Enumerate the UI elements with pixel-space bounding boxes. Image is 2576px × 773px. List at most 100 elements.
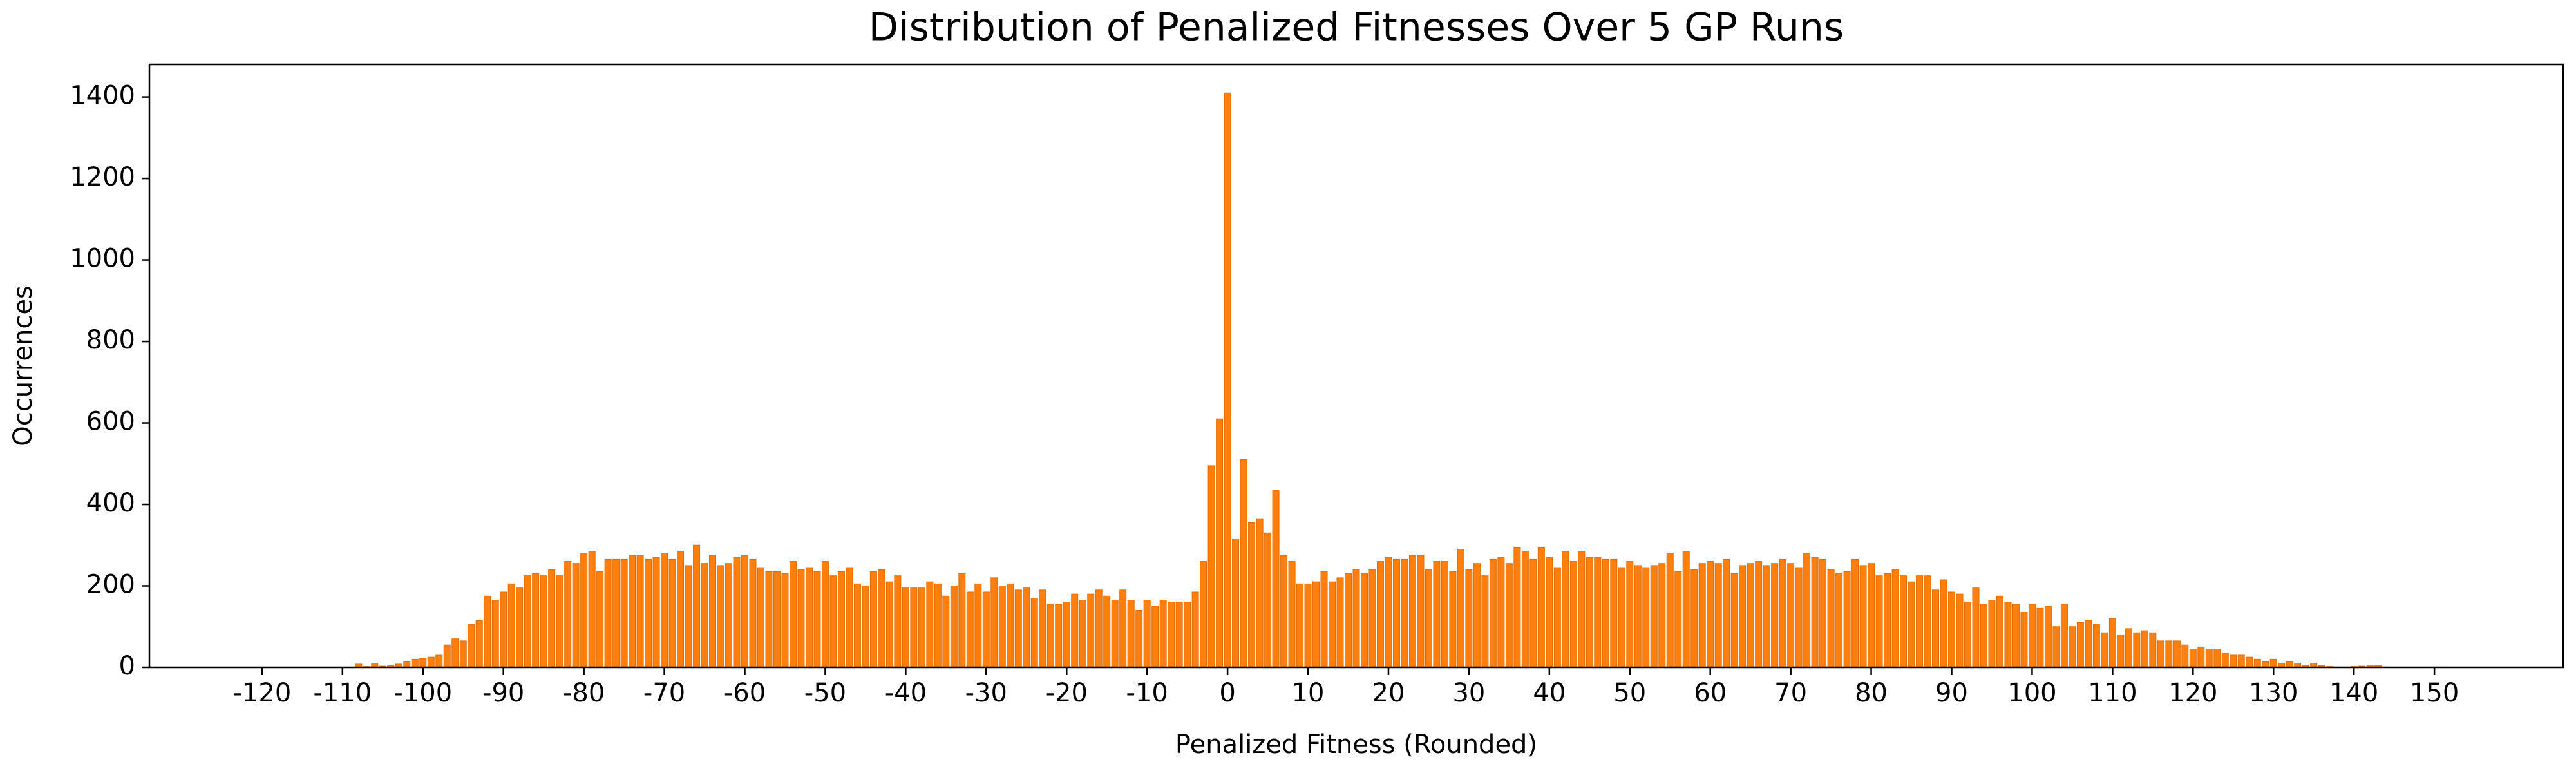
bar	[516, 587, 524, 668]
bar	[862, 586, 869, 668]
x-tick-label: -110	[313, 678, 372, 708]
bar	[2221, 653, 2229, 668]
bar	[1610, 558, 1618, 668]
bar	[2165, 640, 2173, 668]
bar	[1312, 581, 1320, 668]
x-tick-label: 40	[1533, 678, 1566, 708]
bar	[451, 638, 459, 668]
bar	[1634, 565, 1642, 668]
bar	[1787, 563, 1795, 668]
bar	[1884, 573, 1891, 668]
bar	[1248, 522, 1256, 668]
bar	[1023, 587, 1030, 668]
bar	[1224, 92, 1231, 668]
bar	[781, 573, 789, 668]
bar	[1208, 465, 1215, 668]
bar	[1191, 591, 1199, 668]
x-tick-label: 20	[1372, 678, 1405, 708]
bar	[1562, 551, 1569, 668]
bar	[1553, 567, 1561, 668]
bar	[1578, 551, 1586, 668]
bar	[1650, 565, 1658, 668]
bar	[757, 567, 764, 668]
bar	[1642, 567, 1650, 668]
bar	[2044, 606, 2052, 668]
bar	[1739, 565, 1747, 668]
bar	[934, 583, 942, 668]
bar	[1296, 583, 1304, 668]
bar	[789, 561, 797, 668]
bar	[1956, 593, 1964, 668]
bar	[1368, 569, 1376, 668]
bar	[620, 558, 628, 668]
bar	[403, 661, 411, 668]
bar	[725, 563, 733, 668]
bar	[837, 571, 845, 668]
bar	[484, 595, 491, 668]
x-tick-label: 50	[1613, 678, 1646, 708]
bar	[709, 555, 717, 668]
bar	[1795, 567, 1803, 668]
bar	[1046, 604, 1054, 668]
bar	[846, 567, 853, 668]
x-tick-label: -120	[233, 678, 292, 708]
bar	[1401, 558, 1408, 668]
bar	[411, 658, 419, 668]
bar	[2101, 632, 2108, 668]
x-tick-label: -20	[1046, 678, 1088, 708]
bar	[1771, 563, 1779, 668]
bar	[1852, 558, 1859, 668]
bar	[2125, 628, 2132, 668]
bar	[1497, 557, 1505, 668]
bar	[1264, 532, 1272, 668]
bar	[1827, 569, 1835, 668]
bar	[1376, 561, 1384, 668]
bar	[1779, 558, 1786, 668]
bar	[1658, 563, 1666, 668]
bar	[685, 565, 692, 668]
bar	[701, 563, 708, 668]
bar	[629, 555, 636, 668]
bar	[1594, 557, 1602, 668]
bar	[2181, 644, 2189, 668]
bar	[1666, 553, 1674, 668]
bar	[693, 544, 701, 668]
bar	[652, 557, 660, 668]
bar	[1288, 561, 1296, 668]
bar	[910, 587, 918, 668]
bar	[507, 583, 515, 668]
bar	[1811, 557, 1819, 668]
y-tick-label: 1000	[70, 244, 135, 274]
bar	[1232, 539, 1240, 668]
bar	[1586, 557, 1593, 668]
x-tick-label: 90	[1935, 678, 1968, 708]
bar	[966, 591, 974, 668]
bar	[2133, 632, 2141, 668]
bar	[1803, 553, 1811, 668]
bar	[419, 658, 427, 668]
x-tick-label: -30	[965, 678, 1007, 708]
bar	[1465, 569, 1473, 668]
bar	[2286, 661, 2293, 668]
bar	[1875, 575, 1883, 668]
bar	[1530, 558, 1537, 668]
bar	[773, 571, 781, 668]
x-tick-label: 80	[1855, 678, 1888, 708]
bar	[1256, 518, 1264, 668]
bar	[1352, 569, 1360, 668]
bar	[1626, 561, 1634, 668]
bar	[468, 624, 475, 668]
bar	[491, 600, 499, 668]
bar	[1216, 418, 1224, 668]
y-tick-label: 1400	[70, 81, 135, 111]
bar	[2253, 658, 2261, 668]
bar	[805, 567, 813, 668]
bar	[1071, 593, 1079, 668]
y-tick-label: 1200	[70, 162, 135, 192]
bar	[645, 558, 652, 668]
bar	[2052, 626, 2060, 668]
bar	[733, 557, 741, 668]
bar	[604, 558, 612, 668]
bar	[749, 558, 757, 668]
bar	[1755, 561, 1763, 668]
